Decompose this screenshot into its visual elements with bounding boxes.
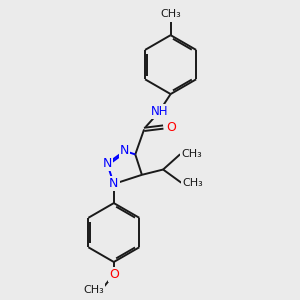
Text: CH₃: CH₃ — [182, 178, 203, 188]
Text: CH₃: CH₃ — [160, 9, 181, 19]
Text: N: N — [109, 178, 119, 190]
Text: NH: NH — [151, 105, 168, 118]
Text: N: N — [103, 157, 112, 170]
Text: N: N — [120, 144, 129, 158]
Text: O: O — [109, 268, 119, 281]
Text: CH₃: CH₃ — [84, 285, 104, 295]
Text: O: O — [167, 121, 176, 134]
Text: CH₃: CH₃ — [181, 149, 202, 159]
